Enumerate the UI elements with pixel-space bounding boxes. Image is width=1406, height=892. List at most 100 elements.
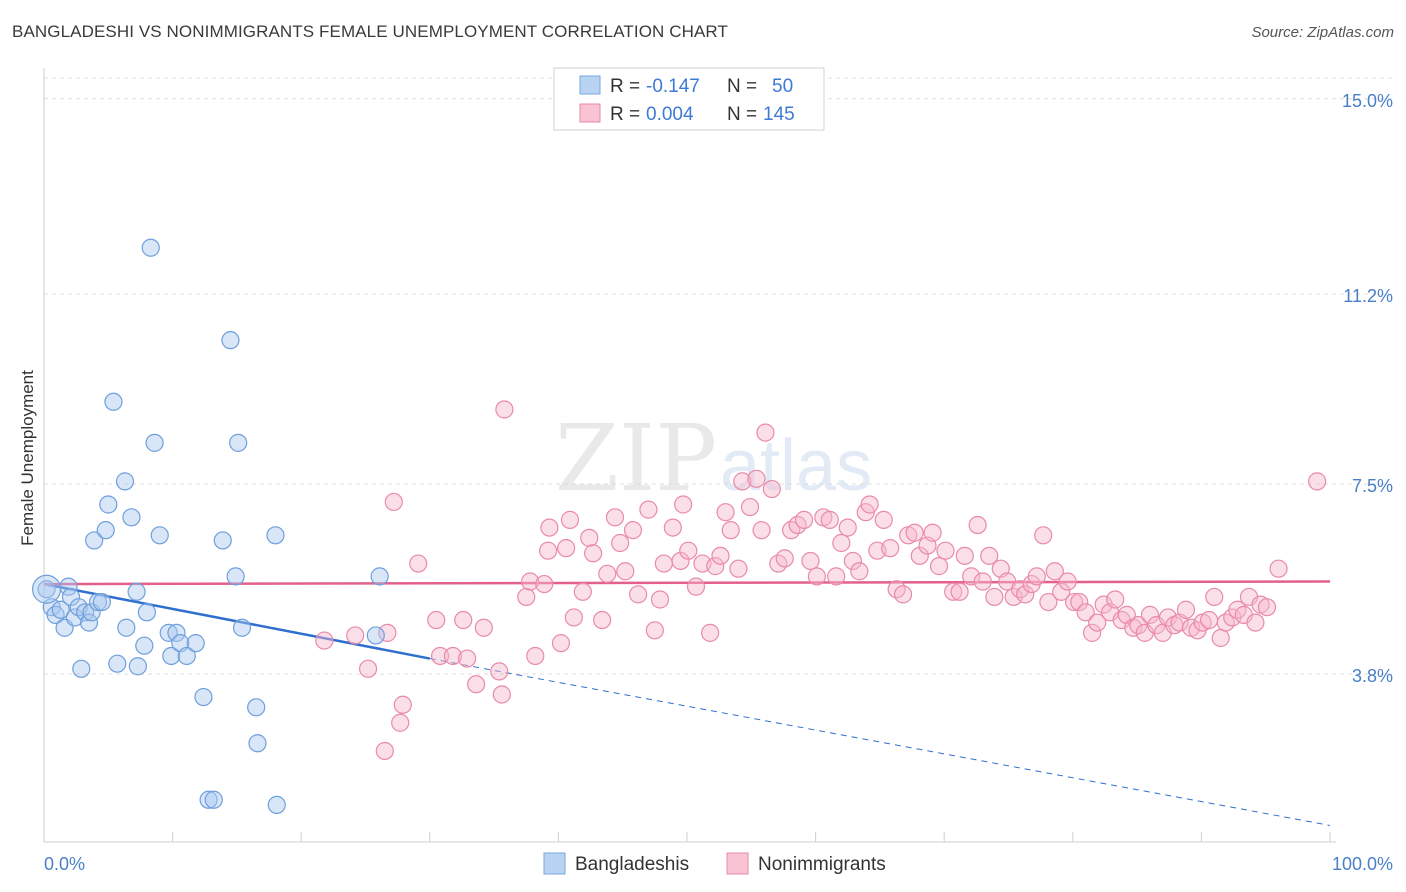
point-nonimmigrants (716, 503, 735, 522)
stats-legend-swatch-nonimmigrants (579, 103, 601, 123)
point-nonimmigrants (1052, 582, 1071, 601)
point-nonimmigrants (832, 533, 851, 553)
point-nonimmigrants (645, 621, 664, 640)
point-bangladeshis (51, 600, 70, 619)
point-nonimmigrants (1205, 587, 1224, 607)
point-nonimmigrants (378, 623, 397, 642)
point-nonimmigrants (923, 523, 942, 542)
point-nonimmigrants (639, 500, 658, 519)
point-nonimmigrants (650, 590, 670, 609)
stats-legend-r-value-1: 0.004 (646, 104, 694, 125)
point-nonimmigrants (1010, 580, 1030, 599)
stats-legend-r-label-0: R = (610, 76, 640, 97)
point-nonimmigrants (346, 626, 365, 645)
point-bangladeshis (162, 646, 181, 666)
point-nonimmigrants (962, 567, 981, 586)
point-nonimmigrants (936, 541, 955, 560)
point-nonimmigrants (1246, 613, 1265, 632)
point-bangladeshis (229, 433, 248, 452)
point-nonimmigrants (605, 508, 625, 527)
x-tick-label-min: 0.0% (44, 854, 85, 874)
point-bangladeshis (247, 698, 266, 717)
point-nonimmigrants (1211, 628, 1230, 648)
trend-line-extension-bangladeshis (429, 658, 1331, 826)
point-nonimmigrants (564, 608, 583, 627)
y-axis-title: Female Unemployment (18, 370, 37, 546)
point-nonimmigrants (827, 567, 846, 586)
point-nonimmigrants (492, 685, 511, 704)
point-nonimmigrants (457, 649, 477, 668)
watermark: ZIP atlas (555, 405, 872, 512)
point-nonimmigrants (762, 479, 781, 499)
point-nonimmigrants (315, 631, 334, 650)
point-bangladeshis (145, 433, 164, 452)
point-nonimmigrants (1064, 592, 1084, 612)
series-legend: Bangladeshis Nonimmigrants (543, 852, 886, 875)
point-nonimmigrants (535, 574, 554, 594)
point-nonimmigrants (843, 551, 862, 571)
point-nonimmigrants (686, 577, 706, 596)
y-tick-label: 7.5% (1352, 476, 1393, 496)
point-bangladeshis (37, 580, 56, 599)
point-nonimmigrants (584, 544, 603, 563)
point-nonimmigrants (1058, 572, 1077, 591)
point-bangladeshis (194, 687, 213, 707)
point-nonimmigrants (968, 515, 987, 535)
stats-legend: R = -0.147 N = 50 R = 0.004 N = 145 (553, 67, 825, 131)
point-bangladeshis (85, 531, 104, 550)
axis-layer: 15.0% 11.2% 7.5% 3.8% (43, 68, 1393, 843)
point-nonimmigrants (711, 546, 730, 565)
point-bangladeshis (370, 567, 389, 586)
point-nonimmigrants (611, 533, 630, 553)
point-nonimmigrants (874, 510, 893, 529)
point-nonimmigrants (820, 510, 839, 529)
point-bangladeshis (72, 659, 91, 678)
legend-swatch-bangladeshis (543, 852, 566, 875)
point-nonimmigrants (1269, 559, 1288, 578)
point-nonimmigrants (573, 582, 592, 601)
point-nonimmigrants (557, 539, 576, 558)
point-nonimmigrants (944, 582, 963, 601)
point-nonimmigrants (733, 472, 752, 491)
watermark-atlas: atlas (720, 426, 872, 506)
trend-line-nonimmigrants (43, 580, 1331, 586)
point-nonimmigrants (850, 562, 869, 581)
point-nonimmigrants (1200, 610, 1219, 630)
point-bangladeshis (366, 626, 385, 645)
point-bangladeshis (127, 582, 146, 601)
point-nonimmigrants (358, 659, 378, 678)
point-nonimmigrants (955, 546, 974, 565)
stats-legend-n-value-0: 50 (772, 76, 793, 97)
point-bangladeshis (65, 608, 84, 627)
point-nonimmigrants (1016, 585, 1035, 604)
point-nonimmigrants (905, 523, 924, 542)
point-bangladeshis (186, 634, 205, 653)
chart-title: BANGLADESHI VS NONIMMIGRANTS FEMALE UNEM… (12, 22, 728, 41)
point-nonimmigrants (1106, 590, 1125, 609)
y-tick-label: 3.8% (1352, 666, 1393, 686)
point-nonimmigrants (1308, 472, 1327, 491)
point-nonimmigrants (1070, 592, 1089, 612)
point-nonimmigrants (838, 518, 857, 537)
point-nonimmigrants (391, 713, 410, 732)
point-nonimmigrants (521, 572, 540, 591)
point-bangladeshis (226, 567, 245, 586)
point-nonimmigrants (466, 675, 486, 694)
point-nonimmigrants (616, 562, 635, 581)
point-bangladeshis (128, 657, 147, 676)
point-nonimmigrants (980, 546, 999, 565)
point-nonimmigrants (526, 646, 545, 666)
point-bangladeshis (46, 605, 65, 624)
point-bangladeshis (135, 636, 154, 655)
point-nonimmigrants (1088, 613, 1107, 632)
point-nonimmigrants (551, 634, 571, 653)
point-nonimmigrants (740, 497, 760, 517)
point-nonimmigrants (430, 646, 450, 666)
point-nonimmigrants (654, 554, 673, 573)
point-bangladeshis (221, 331, 240, 350)
point-nonimmigrants (985, 587, 1004, 607)
point-nonimmigrants (701, 623, 720, 642)
point-nonimmigrants (860, 495, 879, 514)
stats-legend-n-value-1: 145 (763, 104, 795, 125)
